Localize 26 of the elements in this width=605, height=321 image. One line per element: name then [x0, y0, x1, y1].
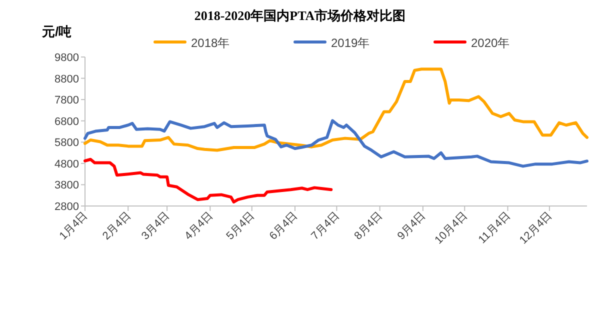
x-tick-label: 8月4日: [352, 210, 385, 242]
x-tick-label: 5月4日: [224, 210, 257, 242]
y-tick-label: 6800: [54, 116, 79, 128]
x-tick-label: 10月4日: [432, 210, 470, 247]
line-series: [84, 119, 588, 168]
y-tick-label: 7800: [54, 94, 79, 107]
legend-label: 2018年: [191, 36, 230, 50]
y-tick-label: 3800: [54, 180, 79, 192]
y-axis-title: 元/吨: [41, 24, 72, 39]
line-series: [84, 68, 588, 152]
y-tick-label: 4800: [54, 158, 79, 170]
x-tick-label: 4月4日: [182, 210, 216, 242]
x-tick-label: 6月4日: [267, 210, 300, 242]
x-tick-label: 12月4日: [518, 210, 555, 247]
y-tick-label: 5800: [54, 137, 79, 150]
x-tick-label: 7月4日: [309, 210, 342, 242]
chart-title: 2018-2020年国内PTA市场价格对比图: [194, 8, 406, 23]
legend-label: 2019年: [331, 36, 370, 50]
x-tick-label: 11月4日: [476, 210, 513, 246]
y-tick-label: 9800: [54, 52, 79, 64]
legend-label: 2020年: [471, 36, 510, 50]
x-tick-label: 3月4日: [139, 210, 172, 242]
x-tick-label: 9月4日: [395, 210, 428, 242]
line-series: [84, 158, 333, 204]
x-tick-label: 2月4日: [100, 210, 134, 242]
y-tick-label: 8800: [54, 73, 79, 86]
